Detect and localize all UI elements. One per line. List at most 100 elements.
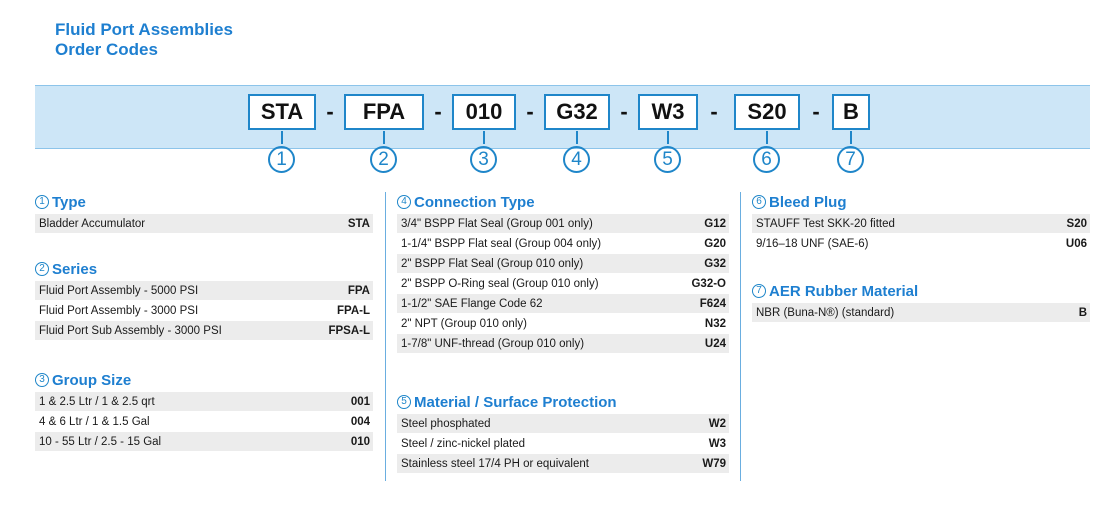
row-code: U06 bbox=[1065, 237, 1087, 250]
row-label: STAUFF Test SKK-20 fitted bbox=[756, 217, 895, 230]
section-header: 2 Series bbox=[35, 260, 373, 278]
section-material: 5 Material / Surface Protection Steel ph… bbox=[397, 393, 729, 474]
code-separator: - bbox=[326, 99, 334, 124]
table-row: 10 - 55 Ltr / 2.5 - 15 Gal 010 bbox=[35, 432, 373, 452]
row-code: B bbox=[1078, 306, 1087, 319]
row-label: 4 & 6 Ltr / 1 & 1.5 Gal bbox=[39, 415, 150, 428]
section-title: Material / Surface Protection bbox=[414, 393, 617, 411]
number-circle-2: 2 bbox=[370, 146, 397, 173]
row-label: NBR (Buna-N®) (standard) bbox=[756, 306, 895, 319]
table-row: 1-1/4" BSPP Flat seal (Group 004 only) G… bbox=[397, 234, 729, 254]
code-separator: - bbox=[710, 99, 718, 124]
table-row: 2" NPT (Group 010 only) N32 bbox=[397, 314, 729, 334]
title-line-1: Fluid Port Assemblies bbox=[55, 20, 233, 39]
row-label: Steel / zinc-nickel plated bbox=[401, 437, 526, 450]
table-row: 2" BSPP Flat Seal (Group 010 only) G32 bbox=[397, 254, 729, 274]
code-separator: - bbox=[434, 99, 442, 124]
section-title: Connection Type bbox=[414, 193, 535, 211]
row-code: G12 bbox=[704, 217, 726, 230]
code-separator: - bbox=[812, 99, 820, 124]
code-box-bleed-plug: S20 bbox=[734, 94, 800, 130]
section-number-6: 6 bbox=[752, 195, 766, 209]
row-code: FPA bbox=[347, 284, 370, 297]
section-header: 3 Group Size bbox=[35, 371, 373, 389]
table-body: 1 & 2.5 Ltr / 1 & 2.5 qrt 001 4 & 6 Ltr … bbox=[35, 392, 373, 452]
table-row: Steel phosphated W2 bbox=[397, 414, 729, 434]
section-number-2: 2 bbox=[35, 262, 49, 276]
connector-tick bbox=[383, 131, 385, 144]
row-label: 2" NPT (Group 010 only) bbox=[401, 317, 527, 330]
row-code: FPA-L bbox=[336, 304, 370, 317]
section-group-size: 3 Group Size 1 & 2.5 Ltr / 1 & 2.5 qrt 0… bbox=[35, 371, 373, 452]
table-row: Fluid Port Assembly - 5000 PSI FPA bbox=[35, 281, 373, 301]
table-row: 1-1/2" SAE Flange Code 62 F624 bbox=[397, 294, 729, 314]
code-box-group-size: 010 bbox=[452, 94, 516, 130]
table-row: Steel / zinc-nickel plated W3 bbox=[397, 434, 729, 454]
section-connection-type: 4 Connection Type 3/4" BSPP Flat Seal (G… bbox=[397, 193, 729, 354]
code-separator: - bbox=[620, 99, 628, 124]
table-row: NBR (Buna-N®) (standard) B bbox=[752, 303, 1090, 323]
row-label: 9/16–18 UNF (SAE-6) bbox=[756, 237, 869, 250]
connector-tick bbox=[281, 131, 283, 144]
connector-tick bbox=[576, 131, 578, 144]
row-code: W2 bbox=[708, 417, 726, 430]
column-divider bbox=[385, 192, 386, 481]
row-label: 10 - 55 Ltr / 2.5 - 15 Gal bbox=[39, 435, 162, 448]
row-code: 010 bbox=[350, 435, 370, 448]
section-number-7: 7 bbox=[752, 284, 766, 298]
section-header: 6 Bleed Plug bbox=[752, 193, 1090, 211]
title-line-2: Order Codes bbox=[55, 40, 158, 59]
section-series: 2 Series Fluid Port Assembly - 5000 PSI … bbox=[35, 260, 373, 341]
section-header: 4 Connection Type bbox=[397, 193, 729, 211]
section-number-5: 5 bbox=[397, 395, 411, 409]
table-body: 3/4" BSPP Flat Seal (Group 001 only) G12… bbox=[397, 214, 729, 354]
code-box-rubber: B bbox=[832, 94, 870, 130]
section-header: 7 AER Rubber Material bbox=[752, 282, 1090, 300]
section-number-4: 4 bbox=[397, 195, 411, 209]
number-circle-6: 6 bbox=[753, 146, 780, 173]
row-code: N32 bbox=[704, 317, 726, 330]
section-title: AER Rubber Material bbox=[769, 282, 919, 300]
row-code: G20 bbox=[704, 237, 726, 250]
row-code: 004 bbox=[350, 415, 370, 428]
table-body: Fluid Port Assembly - 5000 PSI FPA Fluid… bbox=[35, 281, 373, 341]
column-divider bbox=[740, 192, 741, 481]
page-title: Fluid Port Assemblies Order Codes bbox=[55, 20, 233, 60]
connector-tick bbox=[483, 131, 485, 144]
row-label: Steel phosphated bbox=[401, 417, 491, 430]
section-bleed-plug: 6 Bleed Plug STAUFF Test SKK-20 fitted S… bbox=[752, 193, 1090, 254]
table-body: STAUFF Test SKK-20 fitted S20 9/16–18 UN… bbox=[752, 214, 1090, 254]
connector-tick bbox=[850, 131, 852, 144]
section-type: 1 Type Bladder Accumulator STA bbox=[35, 193, 373, 234]
section-header: 5 Material / Surface Protection bbox=[397, 393, 729, 411]
number-circle-1: 1 bbox=[268, 146, 295, 173]
row-label: 1 & 2.5 Ltr / 1 & 2.5 qrt bbox=[39, 395, 155, 408]
row-label: 1-1/4" BSPP Flat seal (Group 004 only) bbox=[401, 237, 602, 250]
section-title: Bleed Plug bbox=[769, 193, 847, 211]
table-row: 3/4" BSPP Flat Seal (Group 001 only) G12 bbox=[397, 214, 729, 234]
number-circle-3: 3 bbox=[470, 146, 497, 173]
row-label: Stainless steel 17/4 PH or equivalent bbox=[401, 457, 589, 470]
number-circle-7: 7 bbox=[837, 146, 864, 173]
row-label: 1-7/8" UNF-thread (Group 010 only) bbox=[401, 337, 585, 350]
code-box-connection: G32 bbox=[544, 94, 610, 130]
connector-tick bbox=[766, 131, 768, 144]
section-title: Type bbox=[52, 193, 86, 211]
table-row: 1-7/8" UNF-thread (Group 010 only) U24 bbox=[397, 334, 729, 354]
table-row: STAUFF Test SKK-20 fitted S20 bbox=[752, 214, 1090, 234]
section-rubber-material: 7 AER Rubber Material NBR (Buna-N®) (sta… bbox=[752, 282, 1090, 323]
row-label: Bladder Accumulator bbox=[39, 217, 146, 230]
code-box-type: STA bbox=[248, 94, 316, 130]
code-box-series: FPA bbox=[344, 94, 424, 130]
row-code: W79 bbox=[702, 457, 726, 470]
table-row: Stainless steel 17/4 PH or equivalent W7… bbox=[397, 454, 729, 474]
table-row: 2" BSPP O-Ring seal (Group 010 only) G32… bbox=[397, 274, 729, 294]
row-label: 2" BSPP O-Ring seal (Group 010 only) bbox=[401, 277, 599, 290]
row-code: S20 bbox=[1066, 217, 1087, 230]
row-label: 1-1/2" SAE Flange Code 62 bbox=[401, 297, 543, 310]
section-number-1: 1 bbox=[35, 195, 49, 209]
row-code: F624 bbox=[699, 297, 726, 310]
number-circle-5: 5 bbox=[654, 146, 681, 173]
section-header: 1 Type bbox=[35, 193, 373, 211]
row-code: FPSA-L bbox=[328, 324, 370, 337]
